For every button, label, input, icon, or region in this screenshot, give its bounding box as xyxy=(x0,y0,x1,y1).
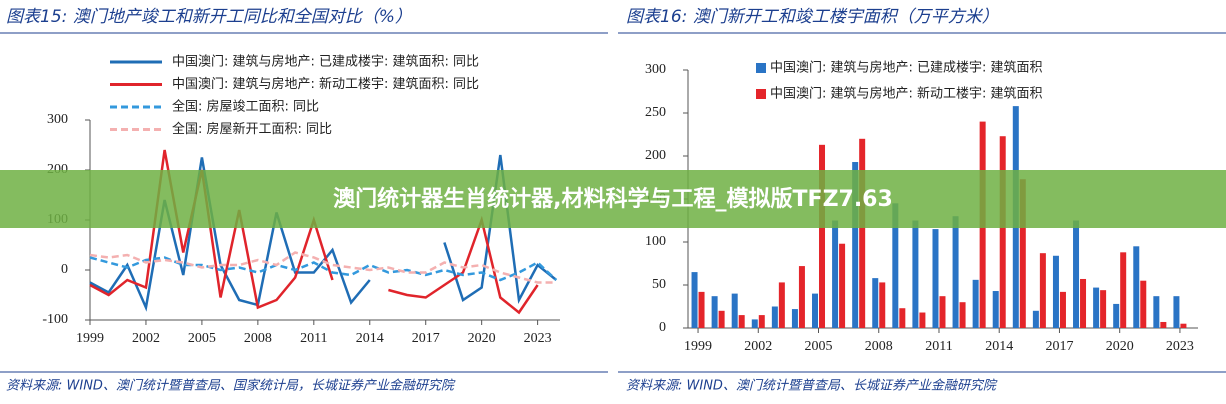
bar xyxy=(872,278,879,328)
x-tick-label: 2008 xyxy=(244,331,272,346)
series-line xyxy=(89,149,334,310)
bar xyxy=(698,291,705,328)
x-tick-label: 2014 xyxy=(356,331,384,346)
x-tick-label: 2017 xyxy=(1045,339,1073,354)
source-note: 资料来源: WIND、澳门统计暨普查局、国家统计局，长城证券产业金融研究院 xyxy=(6,378,456,394)
y-tick-label: 0 xyxy=(659,320,666,335)
bar xyxy=(798,266,805,328)
bar xyxy=(738,315,745,328)
series-line xyxy=(89,251,557,284)
legend-label: 中国澳门: 建筑与房地产: 已建成楼宇: 建筑面积: 同比 xyxy=(172,54,479,70)
bar xyxy=(839,243,846,328)
bar xyxy=(1113,303,1120,328)
bar xyxy=(879,282,886,328)
x-tick-label: 2002 xyxy=(132,331,160,346)
x-tick-label: 2002 xyxy=(744,339,772,354)
legend-label: 全国: 房屋竣工面积: 同比 xyxy=(172,99,319,115)
bar xyxy=(1173,296,1180,328)
bar xyxy=(711,296,718,328)
legend-label: 中国澳门: 建筑与房地产: 新动工楼宇: 建筑面积 xyxy=(770,86,1043,102)
y-tick-label: 0 xyxy=(61,262,68,277)
x-tick-label: 2011 xyxy=(925,339,952,354)
legend-label: 全国: 房屋新开工面积: 同比 xyxy=(172,121,332,137)
x-tick-label: 2011 xyxy=(300,331,327,346)
bar xyxy=(1180,323,1187,328)
bar xyxy=(952,216,959,328)
y-tick-label: 300 xyxy=(645,62,666,77)
bar xyxy=(1073,220,1080,328)
bar xyxy=(932,229,939,328)
bar xyxy=(1140,280,1147,328)
legend-label: 中国澳门: 建筑与房地产: 已建成楼宇: 建筑面积 xyxy=(770,60,1043,76)
x-tick-label: 2005 xyxy=(805,339,833,354)
bar xyxy=(731,293,738,328)
bar xyxy=(1019,179,1026,328)
bar xyxy=(1153,296,1160,328)
bar xyxy=(859,138,866,328)
charts: 图表15: 澳门地产竣工和新开工同比和全国对比（%） 资料来源: WIND、澳门统… xyxy=(6,7,1198,394)
x-tick-label: 2017 xyxy=(412,331,440,346)
x-tick-label: 2020 xyxy=(468,331,496,346)
series-line xyxy=(89,256,558,282)
banner-text: 澳门统计器生肖统计器,材料科学与工程_模拟版TFZ7.63 xyxy=(333,186,893,212)
chart-title: 图表15: 澳门地产竣工和新开工同比和全国对比（%） xyxy=(6,7,412,27)
bar xyxy=(912,220,919,328)
series-line xyxy=(388,215,539,315)
legend-swatch xyxy=(756,63,766,73)
bar xyxy=(718,310,725,328)
bar xyxy=(771,306,778,328)
bar xyxy=(778,282,785,328)
bar xyxy=(919,312,926,328)
x-tick-label: 2020 xyxy=(1106,339,1134,354)
bar xyxy=(832,220,839,328)
legend-swatch xyxy=(756,89,766,99)
bar xyxy=(1059,291,1066,328)
bar xyxy=(758,315,765,328)
y-tick-label: 250 xyxy=(645,105,666,120)
y-tick-label: 50 xyxy=(652,277,666,292)
banner-bg xyxy=(0,170,1226,228)
bar xyxy=(1039,253,1046,328)
bar xyxy=(691,272,698,328)
x-tick-label: 2014 xyxy=(985,339,1013,354)
bar xyxy=(1032,310,1039,328)
y-tick-label: 100 xyxy=(645,234,666,249)
x-tick-label: 2023 xyxy=(1166,339,1194,354)
bar xyxy=(959,302,966,328)
bar xyxy=(1160,321,1167,328)
chart-title: 图表16: 澳门新开工和竣工楼宇面积（万平方米） xyxy=(626,7,999,27)
bar xyxy=(1120,252,1127,328)
x-tick-label: 2008 xyxy=(865,339,893,354)
legend-label: 中国澳门: 建筑与房地产: 新动工楼宇: 建筑面积: 同比 xyxy=(172,76,479,92)
x-tick-label: 2023 xyxy=(524,331,552,346)
bar xyxy=(992,291,999,328)
bar xyxy=(939,296,946,328)
bar xyxy=(819,144,826,328)
bar xyxy=(892,203,899,328)
x-tick-label: 2005 xyxy=(188,331,216,346)
bar xyxy=(1052,255,1059,328)
bar xyxy=(899,308,906,328)
x-tick-label: 1999 xyxy=(684,339,712,354)
bar xyxy=(1100,290,1107,328)
bar xyxy=(972,279,979,328)
bar xyxy=(999,136,1006,328)
source-note: 资料来源: WIND、澳门统计暨普查局、长城证券产业金融研究院 xyxy=(626,378,998,394)
y-tick-label: 200 xyxy=(645,148,666,163)
x-tick-label: 1999 xyxy=(76,331,104,346)
y-tick-label: -100 xyxy=(42,312,68,327)
bar xyxy=(751,319,758,328)
bar xyxy=(1080,278,1087,328)
bar xyxy=(1133,246,1140,328)
bar xyxy=(852,162,859,328)
bar xyxy=(1093,287,1100,328)
bar xyxy=(812,293,819,328)
series-line xyxy=(443,154,558,305)
bar xyxy=(791,309,798,328)
y-tick-label: 300 xyxy=(47,112,68,127)
